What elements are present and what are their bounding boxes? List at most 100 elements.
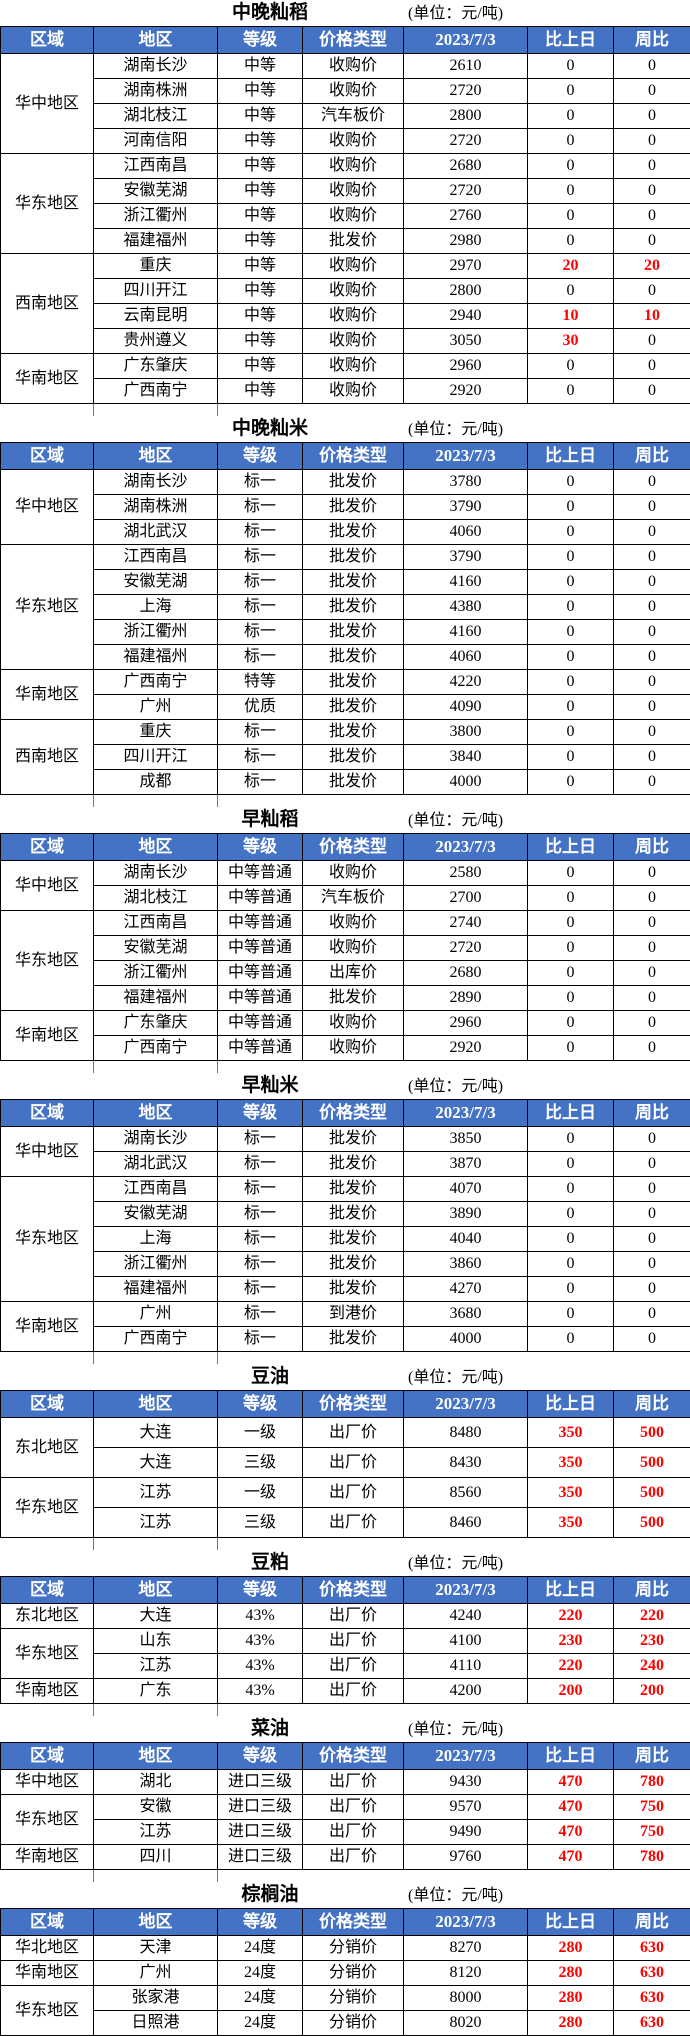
price-cell: 2700 <box>404 886 528 911</box>
price-cell: 4380 <box>404 595 528 620</box>
week-change-cell: 500 <box>614 1478 690 1508</box>
week-change-cell: 0 <box>614 79 690 104</box>
area-cell: 江西南昌 <box>94 154 218 179</box>
column-header-0: 区域 <box>1 27 94 54</box>
day-change-cell: 280 <box>528 2011 614 2036</box>
week-change-cell: 0 <box>614 645 690 670</box>
week-change-cell: 0 <box>614 1036 690 1061</box>
region-cell: 华东地区 <box>1 545 94 670</box>
week-change-cell: 220 <box>614 1604 690 1629</box>
gridline-remnant <box>93 1870 218 1882</box>
price-cell: 2960 <box>404 1011 528 1036</box>
price-type-cell: 出厂价 <box>303 1478 404 1508</box>
table-gap <box>0 1061 690 1073</box>
column-header-4: 2023/7/3 <box>404 1909 528 1936</box>
grade-cell: 中等普通 <box>218 1011 303 1036</box>
day-change-cell: 0 <box>528 1011 614 1036</box>
price-type-cell: 收购价 <box>303 54 404 79</box>
grade-cell: 中等 <box>218 304 303 329</box>
region-cell: 华中地区 <box>1 470 94 545</box>
price-cell: 2800 <box>404 279 528 304</box>
area-cell: 上海 <box>94 595 218 620</box>
grade-cell: 标一 <box>218 570 303 595</box>
price-type-cell: 汽车板价 <box>303 104 404 129</box>
region-cell: 华中地区 <box>1 54 94 154</box>
day-change-cell: 470 <box>528 1795 614 1820</box>
day-change-cell: 0 <box>528 1227 614 1252</box>
week-change-cell: 0 <box>614 936 690 961</box>
price-type-cell: 收购价 <box>303 79 404 104</box>
price-type-cell: 批发价 <box>303 1152 404 1177</box>
grade-cell: 中等普通 <box>218 936 303 961</box>
price-cell: 2720 <box>404 179 528 204</box>
price-cell: 4160 <box>404 570 528 595</box>
price-cell: 3840 <box>404 745 528 770</box>
price-cell: 2920 <box>404 1036 528 1061</box>
column-header-0: 区域 <box>1 1743 94 1770</box>
day-change-cell: 0 <box>528 104 614 129</box>
grade-cell: 标一 <box>218 1177 303 1202</box>
region-cell: 东北地区 <box>1 1418 94 1478</box>
price-type-cell: 批发价 <box>303 1227 404 1252</box>
price-type-cell: 出厂价 <box>303 1629 404 1654</box>
grade-cell: 中等 <box>218 54 303 79</box>
area-cell: 安徽芜湖 <box>94 1202 218 1227</box>
week-change-cell: 0 <box>614 1277 690 1302</box>
column-header-1: 地区 <box>94 1100 218 1127</box>
week-change-cell: 0 <box>614 204 690 229</box>
week-change-cell: 0 <box>614 1177 690 1202</box>
day-change-cell: 0 <box>528 204 614 229</box>
grade-cell: 中等普通 <box>218 1036 303 1061</box>
price-cell: 3790 <box>404 495 528 520</box>
price-type-cell: 到港价 <box>303 1302 404 1327</box>
day-change-cell: 0 <box>528 570 614 595</box>
region-cell: 华南地区 <box>1 670 94 720</box>
price-type-cell: 批发价 <box>303 470 404 495</box>
gridline-remnant <box>93 795 218 807</box>
week-change-cell: 0 <box>614 329 690 354</box>
column-header-1: 地区 <box>94 1391 218 1418</box>
day-change-cell: 280 <box>528 1961 614 1986</box>
week-change-cell: 500 <box>614 1418 690 1448</box>
column-header-2: 等级 <box>218 443 303 470</box>
area-cell: 浙江衢州 <box>94 620 218 645</box>
grade-cell: 进口三级 <box>218 1820 303 1845</box>
column-header-2: 等级 <box>218 834 303 861</box>
column-header-1: 地区 <box>94 1909 218 1936</box>
area-cell: 天津 <box>94 1936 218 1961</box>
price-type-cell: 收购价 <box>303 936 404 961</box>
price-cell: 3860 <box>404 1252 528 1277</box>
week-change-cell: 0 <box>614 495 690 520</box>
price-type-cell: 收购价 <box>303 379 404 404</box>
region-cell: 华南地区 <box>1 1845 94 1870</box>
grade-cell: 标一 <box>218 1252 303 1277</box>
grade-cell: 24度 <box>218 2011 303 2036</box>
price-cell: 4000 <box>404 1327 528 1352</box>
day-change-cell: 0 <box>528 620 614 645</box>
gridline-remnant <box>93 1538 218 1550</box>
week-change-cell: 0 <box>614 861 690 886</box>
week-change-cell: 0 <box>614 620 690 645</box>
grade-cell: 中等 <box>218 79 303 104</box>
price-cell: 2680 <box>404 154 528 179</box>
area-cell: 重庆 <box>94 720 218 745</box>
grade-cell: 24度 <box>218 1986 303 2011</box>
week-change-cell: 0 <box>614 229 690 254</box>
column-header-3: 价格类型 <box>303 443 404 470</box>
week-change-cell: 630 <box>614 1961 690 1986</box>
price-type-cell: 汽车板价 <box>303 886 404 911</box>
area-cell: 福建福州 <box>94 229 218 254</box>
grade-cell: 标一 <box>218 1302 303 1327</box>
column-header-4: 2023/7/3 <box>404 1391 528 1418</box>
area-cell: 日照港 <box>94 2011 218 2036</box>
area-cell: 江西南昌 <box>94 911 218 936</box>
